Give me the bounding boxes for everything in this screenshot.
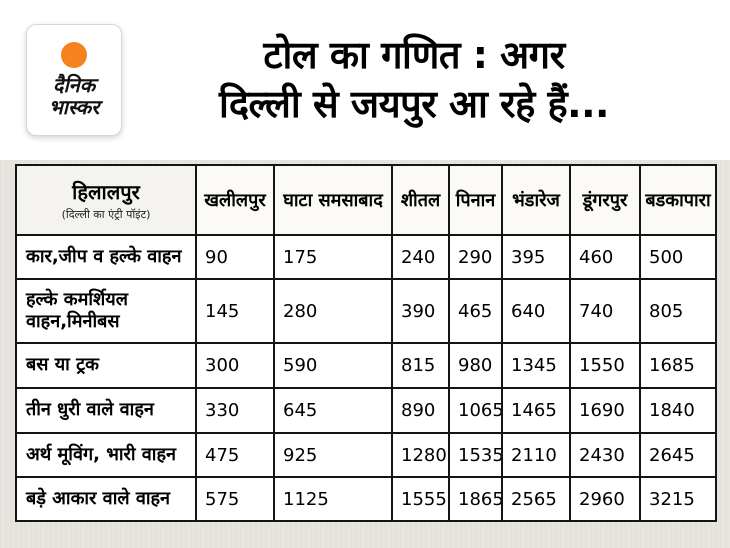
toll-value: 90	[195, 234, 275, 280]
toll-value: 1465	[501, 387, 571, 434]
toll-value: 1125	[273, 476, 393, 522]
toll-value: 290	[448, 234, 503, 280]
toll-value: 2645	[639, 432, 717, 478]
row-label: तीन धुरी वाले वाहन	[15, 387, 197, 434]
toll-value: 395	[501, 234, 571, 280]
row-label: बस या ट्रक	[15, 342, 197, 389]
row-label: अर्थ मूविंग, भारी वाहन	[15, 432, 197, 478]
col-header: खलीलपुर	[195, 164, 275, 236]
col-header: घाटा समसाबाद	[273, 164, 393, 236]
toll-value: 145	[195, 278, 275, 344]
toll-value: 575	[195, 476, 275, 522]
toll-value: 2565	[501, 476, 571, 522]
dainik-bhaskar-logo: दैनिक भास्कर	[26, 24, 122, 136]
row-label: हल्के कमर्शियल वाहन,मिनीबस	[15, 278, 197, 344]
table-row: अर्थ मूविंग, भारी वाहन 475 925 1280 1535…	[15, 432, 717, 478]
row-label: बड़े आकार वाले वाहन	[15, 476, 197, 522]
toll-value: 1345	[501, 342, 571, 389]
col-header: भंडारेज	[501, 164, 571, 236]
col-header: शीतल	[391, 164, 450, 236]
toll-table-wrap: हिलालपुर (दिल्ली का एंट्री पॉइंट) खलीलपु…	[0, 160, 730, 522]
row-label: कार,जीप व हल्के वाहन	[15, 234, 197, 280]
entry-point-name: हिलालपुर	[72, 180, 140, 204]
col-header: पिनान	[448, 164, 503, 236]
toll-value: 640	[501, 278, 571, 344]
entry-point-note: (दिल्ली का एंट्री पॉइंट)	[61, 208, 151, 221]
toll-value: 280	[273, 278, 393, 344]
toll-value: 300	[195, 342, 275, 389]
toll-value: 475	[195, 432, 275, 478]
toll-value: 590	[273, 342, 393, 389]
toll-value: 1840	[639, 387, 717, 434]
toll-value: 390	[391, 278, 450, 344]
col-header: डूंगरपुर	[569, 164, 641, 236]
table-row: बस या ट्रक 300 590 815 980 1345 1550 168…	[15, 342, 717, 389]
logo-orange-dot-icon	[61, 42, 87, 68]
page-title: टोल का गणित : अगर दिल्ली से जयपुर आ रहे …	[122, 31, 712, 130]
toll-value: 175	[273, 234, 393, 280]
toll-value: 1535	[448, 432, 503, 478]
logo-text-line1: दैनिक	[52, 73, 96, 97]
toll-value: 890	[391, 387, 450, 434]
toll-value: 240	[391, 234, 450, 280]
toll-value: 2960	[569, 476, 641, 522]
toll-value: 500	[639, 234, 717, 280]
toll-value: 980	[448, 342, 503, 389]
toll-value: 1550	[569, 342, 641, 389]
header-row: हिलालपुर (दिल्ली का एंट्री पॉइंट) खलीलपु…	[15, 164, 717, 236]
page-title-line2: दिल्ली से जयपुर आ रहे हैं...	[218, 82, 610, 126]
table-row: कार,जीप व हल्के वाहन 90 175 240 290 395 …	[15, 234, 717, 280]
toll-value: 460	[569, 234, 641, 280]
toll-value: 2110	[501, 432, 571, 478]
toll-value: 805	[639, 278, 717, 344]
col-header: बडकापारा	[639, 164, 717, 236]
toll-value: 1685	[639, 342, 717, 389]
toll-value: 1690	[569, 387, 641, 434]
toll-value: 1280	[391, 432, 450, 478]
toll-value: 1555	[391, 476, 450, 522]
toll-value: 925	[273, 432, 393, 478]
toll-value: 3215	[639, 476, 717, 522]
logo-text-line2: भास्कर	[48, 95, 100, 119]
toll-value: 1065	[448, 387, 503, 434]
toll-rate-table: हिलालपुर (दिल्ली का एंट्री पॉइंट) खलीलपु…	[15, 164, 717, 522]
table-row: तीन धुरी वाले वाहन 330 645 890 1065 1465…	[15, 387, 717, 434]
toll-value: 1865	[448, 476, 503, 522]
toll-value: 330	[195, 387, 275, 434]
toll-value: 2430	[569, 432, 641, 478]
toll-value: 465	[448, 278, 503, 344]
header-band: दैनिक भास्कर टोल का गणित : अगर दिल्ली से…	[0, 0, 730, 160]
col-header-entry-point: हिलालपुर (दिल्ली का एंट्री पॉइंट)	[15, 164, 197, 236]
toll-value: 645	[273, 387, 393, 434]
toll-value: 740	[569, 278, 641, 344]
table-row: हल्के कमर्शियल वाहन,मिनीबस 145 280 390 4…	[15, 278, 717, 344]
toll-value: 815	[391, 342, 450, 389]
page-title-line1: टोल का गणित : अगर	[263, 32, 565, 77]
table-row: बड़े आकार वाले वाहन 575 1125 1555 1865 2…	[15, 476, 717, 522]
